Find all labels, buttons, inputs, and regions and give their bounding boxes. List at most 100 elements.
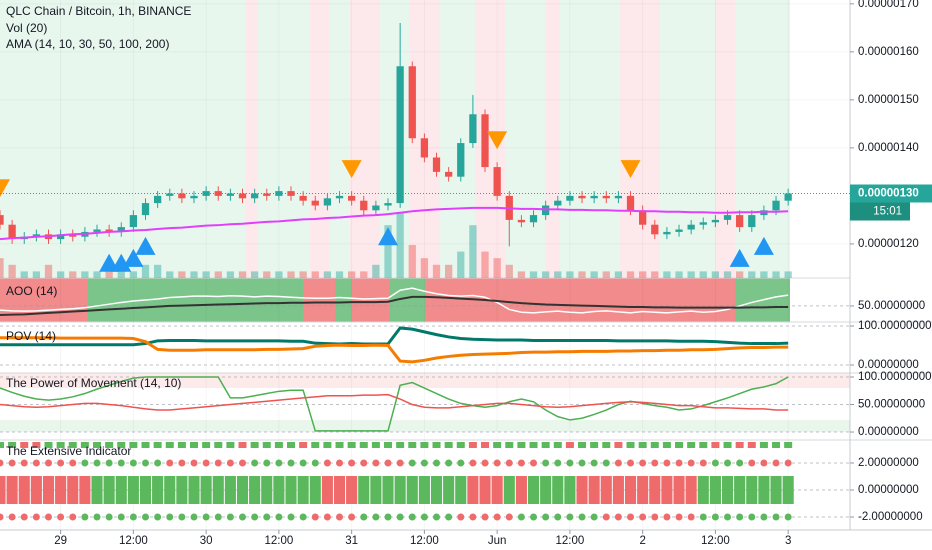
buy-signal <box>135 236 156 255</box>
signal-dot <box>602 513 610 521</box>
signal-bar <box>758 476 770 504</box>
signal-square <box>117 442 126 448</box>
signal-square <box>444 442 453 448</box>
band-pink <box>245 0 258 278</box>
volume-bar <box>396 212 404 278</box>
signal-bar <box>576 476 588 504</box>
signal-bar <box>406 476 418 504</box>
signal-square <box>602 442 611 448</box>
volume-bar <box>20 271 28 278</box>
candle-body <box>723 215 732 220</box>
signal-square <box>141 442 150 448</box>
signal-bar <box>685 476 697 504</box>
aoo-band-red <box>303 278 335 322</box>
signal-bar <box>358 476 370 504</box>
signal-dot <box>457 459 465 467</box>
volume-bar <box>32 271 41 278</box>
signal-dot <box>566 513 574 521</box>
candle-body <box>348 195 356 201</box>
y-tick-label: 0.00000120 <box>858 238 919 250</box>
signal-bar <box>770 476 782 504</box>
volume-bar <box>566 271 574 278</box>
signal-square <box>784 442 793 448</box>
signal-dot <box>154 513 162 521</box>
signal-dot <box>45 513 53 521</box>
candle-body <box>263 193 271 196</box>
signal-bar <box>200 476 212 504</box>
volume-bar <box>723 271 732 278</box>
signal-dot <box>517 459 525 467</box>
signal-square <box>202 442 211 448</box>
volume-bar <box>275 271 283 278</box>
signal-dot <box>578 513 586 521</box>
volume-bar <box>299 271 307 278</box>
signal-dot <box>724 513 732 521</box>
signal-dot <box>614 513 622 521</box>
candle-body <box>772 200 780 211</box>
signal-dot <box>420 513 428 521</box>
signal-square <box>408 442 417 448</box>
signal-dot <box>336 513 344 521</box>
signal-dot <box>323 459 331 467</box>
volume-bar <box>457 251 465 278</box>
signal-dot <box>420 459 428 467</box>
signal-bar <box>709 476 721 504</box>
signal-square <box>662 442 671 448</box>
signal-bar <box>734 476 746 504</box>
volume-bar <box>760 271 768 278</box>
signal-bar <box>297 476 309 504</box>
signal-bar <box>79 476 91 504</box>
volume-bar <box>348 271 356 278</box>
signal-dot <box>457 513 465 521</box>
signal-square <box>699 442 708 448</box>
candle-body <box>566 195 574 201</box>
volume-bar <box>214 271 222 278</box>
countdown-box <box>850 202 910 221</box>
volume-bar <box>736 271 744 278</box>
volume-bar <box>287 271 295 278</box>
signal-dot <box>772 513 780 521</box>
volume-bar <box>178 271 186 278</box>
candle-body <box>178 193 186 199</box>
signal-bar <box>491 476 503 504</box>
signal-dot <box>445 513 453 521</box>
candle-body <box>517 219 526 223</box>
volume-bar <box>481 251 489 278</box>
signal-square <box>262 442 271 448</box>
y-tick-label: 0.00000150 <box>858 94 919 106</box>
candle-body <box>105 229 113 232</box>
signal-square <box>638 442 647 448</box>
y-tick-label: 0.00000170 <box>858 0 919 10</box>
signal-bar <box>30 476 42 504</box>
signal-bar <box>430 476 443 504</box>
indicator-line <box>0 287 789 314</box>
signal-dot <box>239 459 247 467</box>
signal-dot <box>93 459 101 467</box>
signal-dot <box>493 513 501 521</box>
signal-bar <box>285 476 297 504</box>
signal-dot <box>408 513 416 521</box>
signal-dot <box>336 459 344 467</box>
candle-body <box>432 157 441 172</box>
candle-body <box>626 195 635 211</box>
volume-bar <box>711 271 720 278</box>
volume-bar <box>675 271 683 278</box>
signal-dot <box>251 513 259 521</box>
signal-dot <box>530 459 538 467</box>
volume-bar <box>626 271 635 278</box>
signal-dot <box>32 513 40 521</box>
signal-dot <box>578 459 586 467</box>
signal-dot <box>166 459 174 467</box>
signal-dot <box>675 459 683 467</box>
volume-bar <box>93 271 101 278</box>
signal-dot <box>360 459 368 467</box>
signal-dot <box>469 513 477 521</box>
candle-body <box>335 195 344 199</box>
time-tick-label: 3 <box>785 535 791 547</box>
volume-bar <box>408 245 416 278</box>
signal-dot <box>226 459 234 467</box>
signal-bar <box>333 476 346 504</box>
sell-signal <box>341 160 362 179</box>
signal-bar <box>746 476 758 504</box>
signal-dot <box>0 459 4 467</box>
